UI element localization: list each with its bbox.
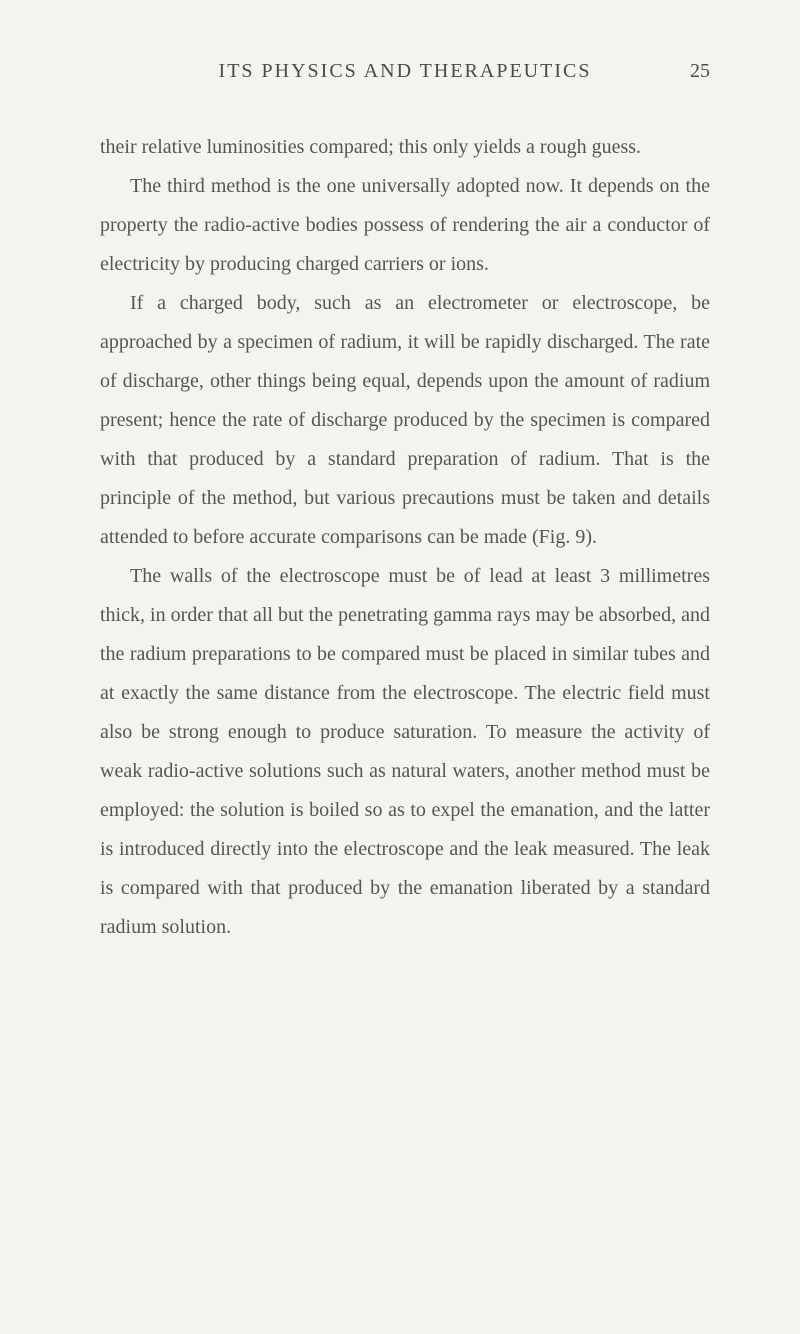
header-title: ITS PHYSICS AND THERAPEUTICS — [219, 60, 592, 83]
paragraph-4: The walls of the electroscope must be of… — [100, 557, 710, 947]
page-content: their relative luminosities compared; th… — [100, 128, 710, 947]
page-header: ITS PHYSICS AND THERAPEUTICS 25 — [100, 60, 710, 83]
page-number: 25 — [690, 60, 710, 83]
paragraph-2: The third method is the one universally … — [100, 167, 710, 284]
paragraph-3: If a charged body, such as an electromet… — [100, 284, 710, 557]
paragraph-1: their relative luminosities compared; th… — [100, 128, 710, 167]
